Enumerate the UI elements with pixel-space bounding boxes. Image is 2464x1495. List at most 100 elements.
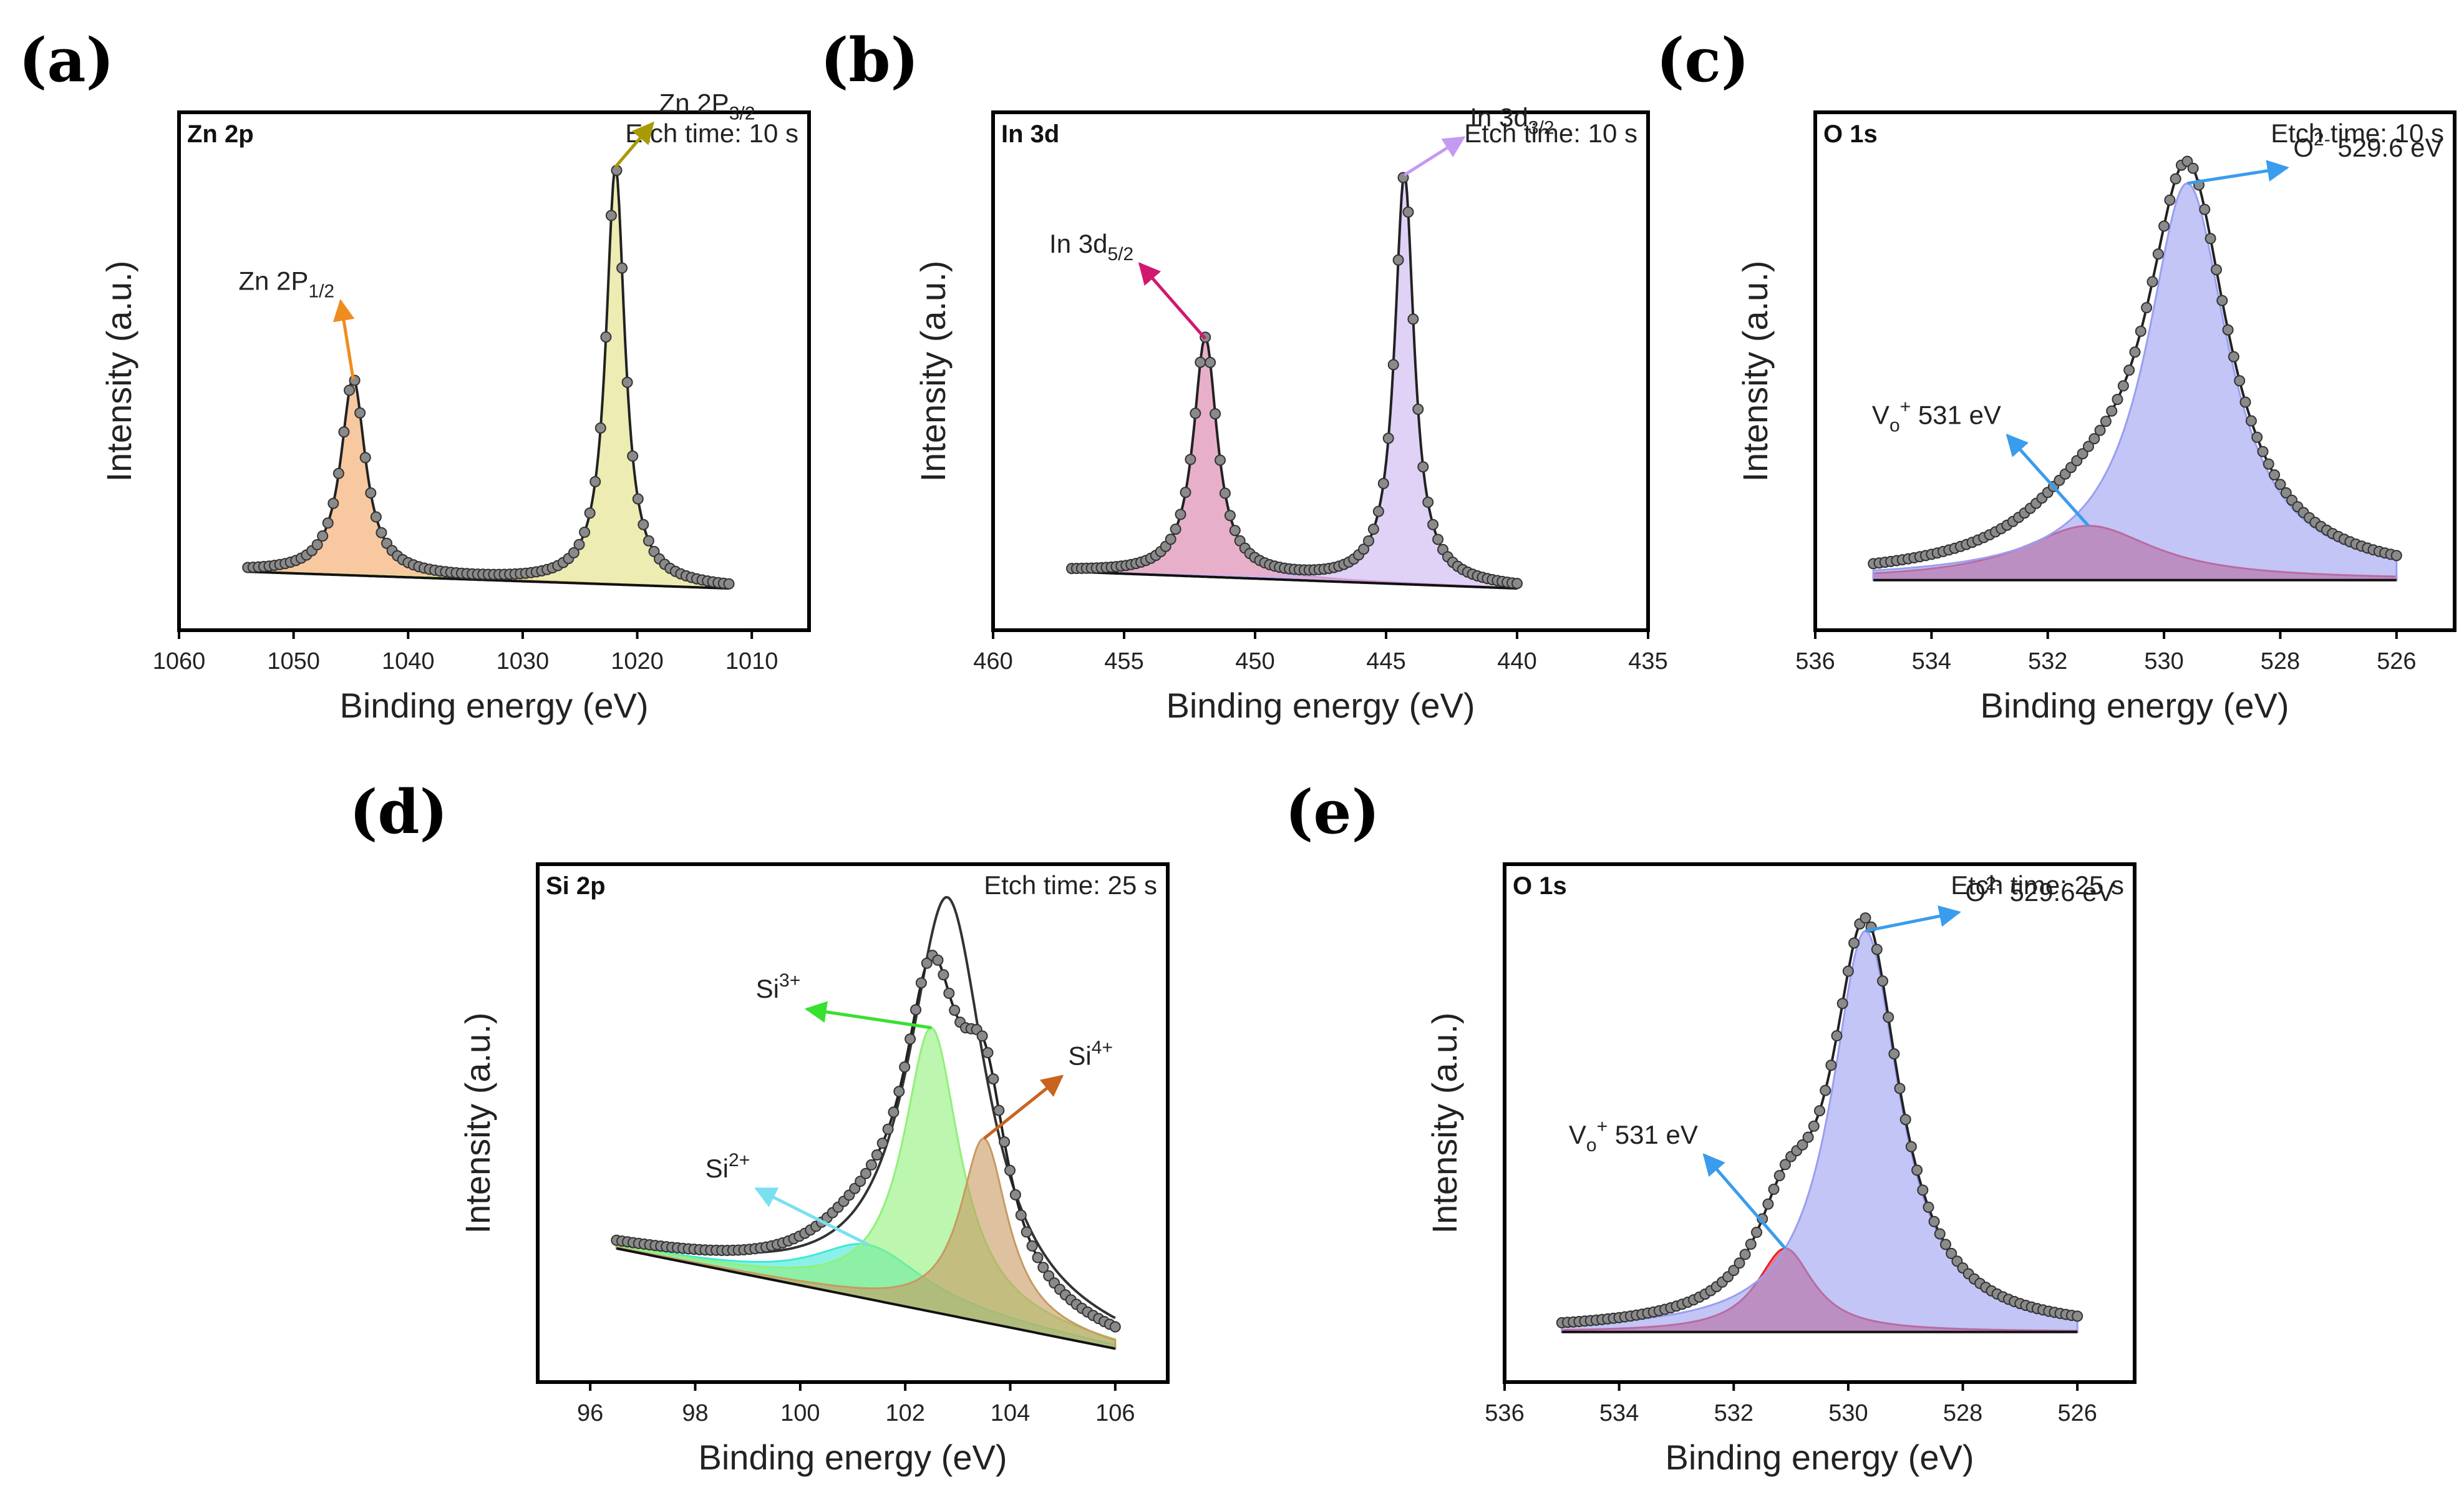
data-point [899,1061,911,1073]
x-tick-label: 536 [1795,648,1835,674]
data-point [2216,295,2228,306]
data-point [2263,458,2274,470]
data-point [1831,1030,1843,1041]
data-point [311,539,323,550]
annotation-arrow [1702,1153,1787,1250]
data-point [589,476,601,487]
etch-time-label: Etch time: 25 s [1951,870,2124,900]
data-point [1848,937,1860,949]
data-point [359,452,371,464]
data-point [921,957,933,969]
data-point [584,507,596,519]
data-point [1899,1114,1911,1126]
etch-time-label: Etch time: 10 s [1464,119,1637,148]
x-tick-label: 536 [1485,1400,1524,1426]
data-point [1417,461,1429,473]
panel-a: (a) Zn 2p Etch time: 10 s Binding energy… [19,25,811,725]
data-point [2234,375,2246,387]
data-point [2146,276,2158,288]
background-line [1071,570,1518,590]
data-point [1422,496,1434,508]
data-point [882,1123,894,1135]
data-point [1009,1189,1021,1200]
x-tick-label: 1010 [725,648,778,674]
fit-envelope-line [248,165,729,585]
data-point [1021,1226,1032,1238]
data-point [1367,523,1379,535]
data-point [638,519,649,530]
data-point [1779,1159,1791,1171]
x-tick-label: 455 [1104,648,1143,674]
data-point [888,1106,900,1118]
data-points [242,165,735,590]
data-point [2269,469,2281,481]
data-point [2164,194,2176,206]
peak-component-fill [1070,336,1518,590]
data-point [1170,523,1181,535]
annotation-arrow [982,1074,1064,1140]
panel-d: (d) Si 2p Etch time: 25 s Binding energy… [349,777,1170,1477]
data-point [349,374,361,386]
data-point [1215,454,1226,466]
data-point [982,1047,994,1059]
peak-component-fill [1070,175,1518,590]
data-point [627,450,639,462]
element-label: O 1s [1823,120,1878,148]
data-point [1905,1141,1917,1152]
data-point [2274,479,2286,490]
peak-label: O2- 529.6 eV [2293,129,2442,162]
data-point [1165,533,1176,545]
peak-label: Si2+ [706,1150,750,1183]
x-tick-label: 534 [1912,648,1951,674]
data-point [2211,264,2222,276]
background-line [616,1247,1116,1350]
data-point [1412,403,1424,415]
plot-frame [1503,862,2137,1384]
data-point [999,1136,1011,1148]
panel-label: (b) [820,25,919,95]
x-axis-ticks: 536 534 532 530 528 526 [1795,630,2417,674]
x-tick-label: 435 [1628,648,1667,674]
panel-label: (d) [349,777,448,847]
data-points [611,950,1121,1333]
x-tick-label: 528 [2261,648,2300,674]
data-point [1427,519,1439,530]
peak-label: Vo+ 531 eV [1872,397,2001,436]
data-point [943,987,955,999]
data-point [949,1005,961,1016]
data-point [1768,1184,1780,1195]
x-tick-label: 104 [991,1400,1030,1426]
panel-label: (e) [1285,777,1380,847]
data-point [376,527,387,538]
data-point [876,1137,888,1149]
data-point [865,1159,877,1171]
peak-annotations: In 3d5/2 In 3d3/2 [1049,102,1555,340]
x-tick-label: 1060 [153,648,206,674]
data-point [1224,510,1236,522]
x-axis-title: Binding energy (eV) [340,686,649,725]
peak-label: In 3d3/2 [1470,102,1554,138]
peak-label: Zn 2P1/2 [238,266,334,302]
element-label: O 1s [1513,872,1567,900]
data-points [1556,912,2083,1328]
data-point [1946,1247,1957,1259]
x-axis-ticks: 460 455 450 445 440 435 [973,630,1668,674]
panel-label: (a) [19,25,114,95]
peak-label: Vo+ 531 eV [1569,1116,1698,1156]
x-tick-label: 98 [682,1400,708,1426]
data-point [1762,1198,1774,1210]
data-point [1043,1270,1055,1282]
data-point [1888,1048,1900,1059]
data-point [2280,487,2292,499]
data-point [332,467,344,479]
data-point [338,426,350,438]
x-tick-label: 440 [1497,648,1536,674]
plot-frame [1813,110,2457,632]
data-point [1358,543,1370,555]
panel-label: (c) [1656,25,1749,95]
data-point [1511,578,1523,590]
x-tick-label: 1040 [382,648,435,674]
plot-frame [991,110,1650,632]
y-axis-title: Intensity (a.u.) [458,1013,497,1234]
